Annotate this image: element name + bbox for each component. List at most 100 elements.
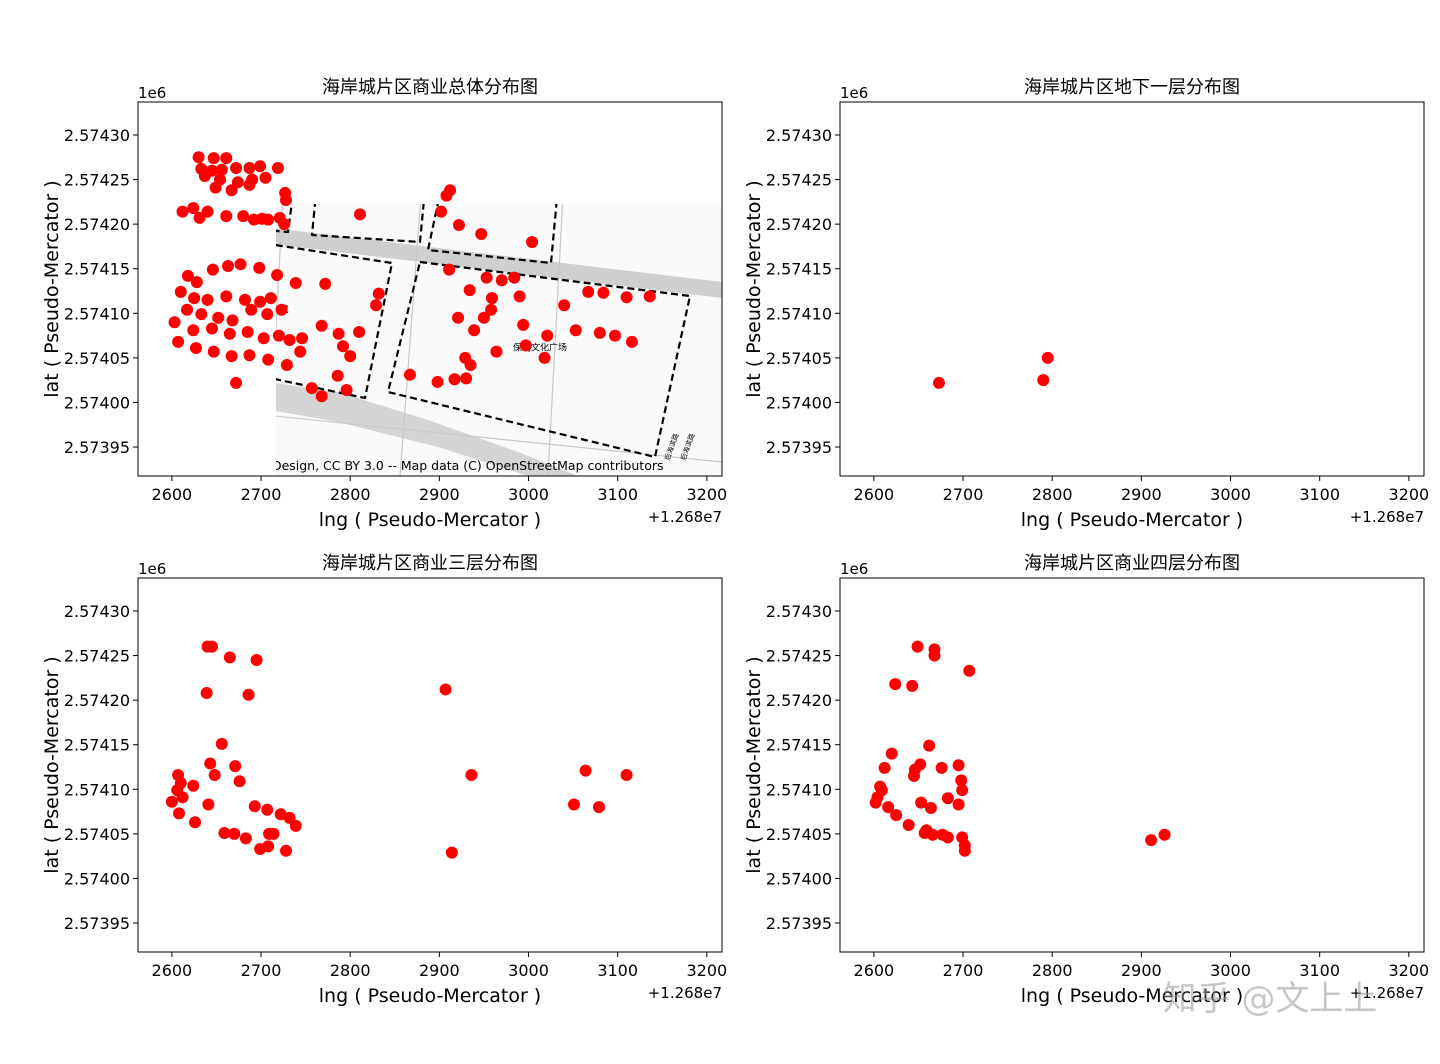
y-tick-label: 2.57400 — [766, 869, 832, 888]
store-point — [243, 161, 256, 174]
store-point — [869, 796, 882, 809]
store-point — [254, 295, 267, 308]
store-point — [242, 688, 255, 701]
x-tick-label: 2600 — [152, 961, 193, 980]
x-tick-label: 3100 — [1299, 485, 1340, 504]
map-street — [1250, 102, 1270, 476]
store-point — [280, 844, 293, 857]
map-street — [840, 598, 1424, 678]
map-street — [970, 578, 990, 952]
store-point — [445, 846, 458, 859]
store-point — [526, 235, 539, 248]
store-point — [238, 293, 251, 306]
store-point — [370, 299, 383, 312]
district-boundary — [165, 706, 392, 874]
store-point — [936, 828, 949, 841]
x-tick-label: 3100 — [597, 961, 638, 980]
store-point — [582, 285, 595, 298]
district-boundary — [1130, 594, 1265, 739]
store-point — [567, 798, 580, 811]
axes-frame — [137, 101, 723, 477]
map-road — [840, 212, 1424, 298]
map-label: 海岸城 — [963, 304, 990, 316]
store-point — [643, 290, 656, 303]
store-point — [207, 345, 220, 358]
district-boundary — [867, 706, 1094, 874]
store-point — [220, 290, 233, 303]
store-point — [174, 285, 187, 298]
district-boundary — [312, 627, 428, 718]
store-point — [882, 801, 895, 814]
district-boundary — [1130, 118, 1265, 263]
store-point — [541, 329, 554, 342]
district-boundary — [867, 230, 1094, 398]
store-point — [513, 290, 526, 303]
map-street — [970, 102, 990, 476]
store-point — [353, 326, 366, 339]
store-point — [168, 316, 181, 329]
district-boundary — [276, 204, 293, 234]
x-tick-label: 2600 — [854, 485, 895, 504]
store-point — [296, 332, 309, 345]
store-point — [187, 202, 200, 215]
store-point — [261, 803, 274, 816]
store-point — [181, 303, 194, 316]
map-label: 后海滨路 — [1381, 908, 1399, 937]
x-tick-label: 2800 — [1032, 485, 1073, 504]
store-point — [924, 802, 937, 815]
y-tick-label: 2.57425 — [766, 171, 832, 190]
y-tick-label: 2.57410 — [766, 304, 832, 323]
store-point — [952, 759, 965, 772]
store-point — [189, 816, 202, 829]
store-point — [319, 277, 332, 290]
store-point — [254, 160, 267, 173]
store-point — [597, 286, 610, 299]
map-street — [840, 578, 850, 952]
store-point — [928, 649, 941, 662]
map-street — [840, 878, 1424, 938]
store-point — [593, 326, 606, 339]
x-tick-label: 3100 — [597, 485, 638, 504]
store-point — [885, 747, 898, 760]
y-tick-label: 2.57430 — [766, 602, 832, 621]
store-point — [340, 383, 353, 396]
store-point — [485, 303, 498, 316]
store-point — [271, 161, 284, 174]
map-label: 保利文化广场 — [1215, 818, 1269, 830]
store-point — [465, 769, 478, 782]
y-tick-label: 2.57425 — [766, 647, 832, 666]
store-point — [209, 181, 222, 194]
store-point — [239, 832, 252, 845]
y-tick-label: 2.57395 — [64, 914, 130, 933]
y-offset-label: 1e6 — [840, 84, 868, 102]
store-point — [517, 318, 530, 331]
store-point — [283, 334, 296, 347]
map-street — [547, 204, 564, 477]
x-tick-label: 2900 — [419, 961, 460, 980]
store-point — [234, 258, 247, 271]
store-point — [956, 784, 969, 797]
district-boundary — [388, 738, 690, 933]
map-label: 海岸城 — [484, 186, 511, 198]
y-tick-label: 2.57400 — [766, 393, 832, 412]
y-tick-label: 2.57405 — [766, 349, 832, 368]
map-area — [168, 844, 578, 952]
store-point — [229, 760, 242, 773]
store-point — [192, 151, 205, 164]
store-point — [305, 382, 318, 395]
store-point — [215, 163, 228, 176]
store-point — [315, 390, 328, 403]
map-area — [658, 142, 722, 182]
x-axis-label: lng ( Pseudo-Mercator ) — [319, 985, 541, 1007]
x-tick-label: 3000 — [508, 485, 549, 504]
map-label: 海岸城 — [1053, 668, 1080, 680]
store-point — [890, 809, 903, 822]
store-point — [241, 326, 254, 339]
map-street — [1250, 578, 1270, 952]
y-offset-label: 1e6 — [138, 560, 166, 578]
